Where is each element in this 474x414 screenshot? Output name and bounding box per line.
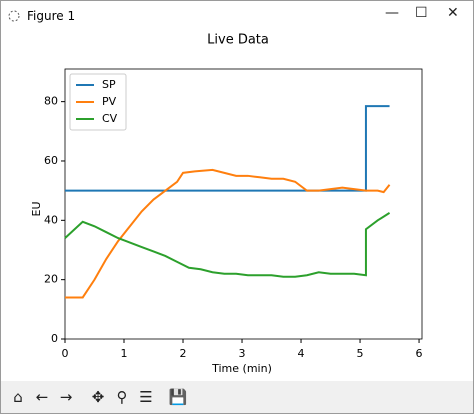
y-tick-label: 80 — [44, 95, 58, 108]
y-tick-label: 0 — [51, 332, 58, 345]
chart: Live Data Time (min) EU 0 1 2 3 4 5 6020406080… — [30, 33, 423, 376]
y-tick-label: 60 — [44, 154, 58, 167]
close-button[interactable]: ✕ — [447, 5, 459, 21]
zoom-button[interactable]: ⚲ — [116, 388, 128, 406]
app-icon — [8, 10, 20, 22]
x-tick-label: 0 — [62, 347, 69, 360]
forward-button[interactable]: → — [59, 388, 73, 406]
y-axis-label: EU — [30, 201, 43, 216]
save-button[interactable]: 💾 — [168, 388, 188, 406]
maximize-button[interactable]: ☐ — [415, 5, 428, 21]
data-line — [65, 168, 391, 299]
configure-button[interactable]: ☰ — [139, 388, 153, 406]
data-line — [64, 212, 391, 278]
data-line — [65, 105, 390, 192]
legend-box — [69, 73, 127, 131]
minimize-button[interactable]: — — [385, 5, 399, 21]
title-bar: Figure 1 — ☐ ✕ — [1, 1, 473, 31]
back-button[interactable]: ← — [35, 388, 49, 406]
x-tick-label: 5 — [357, 347, 364, 360]
window-title: Figure 1 — [27, 9, 76, 23]
y-tick-label: 20 — [44, 273, 58, 286]
chart-title: Live Data — [207, 33, 269, 48]
x-tick-label: 4 — [298, 347, 305, 360]
plot-frame — [64, 68, 423, 340]
legend-label: CV — [102, 112, 118, 125]
legend-label: SP — [102, 78, 116, 91]
legend-label: PV — [102, 95, 117, 108]
home-button[interactable]: ⌂ — [13, 388, 23, 406]
x-axis-label: Time (min) — [211, 362, 272, 375]
y-tick-label: 40 — [44, 213, 58, 226]
x-tick-label: 2 — [180, 347, 187, 360]
toolbar: ⌂ ← → ✥ ⚲ ☰ 💾 — [1, 381, 473, 413]
pan-button[interactable]: ✥ — [91, 388, 105, 406]
x-tick-label: 3 — [239, 347, 246, 360]
x-tick-label: 6 — [416, 347, 423, 360]
x-tick-label: 1 — [121, 347, 128, 360]
